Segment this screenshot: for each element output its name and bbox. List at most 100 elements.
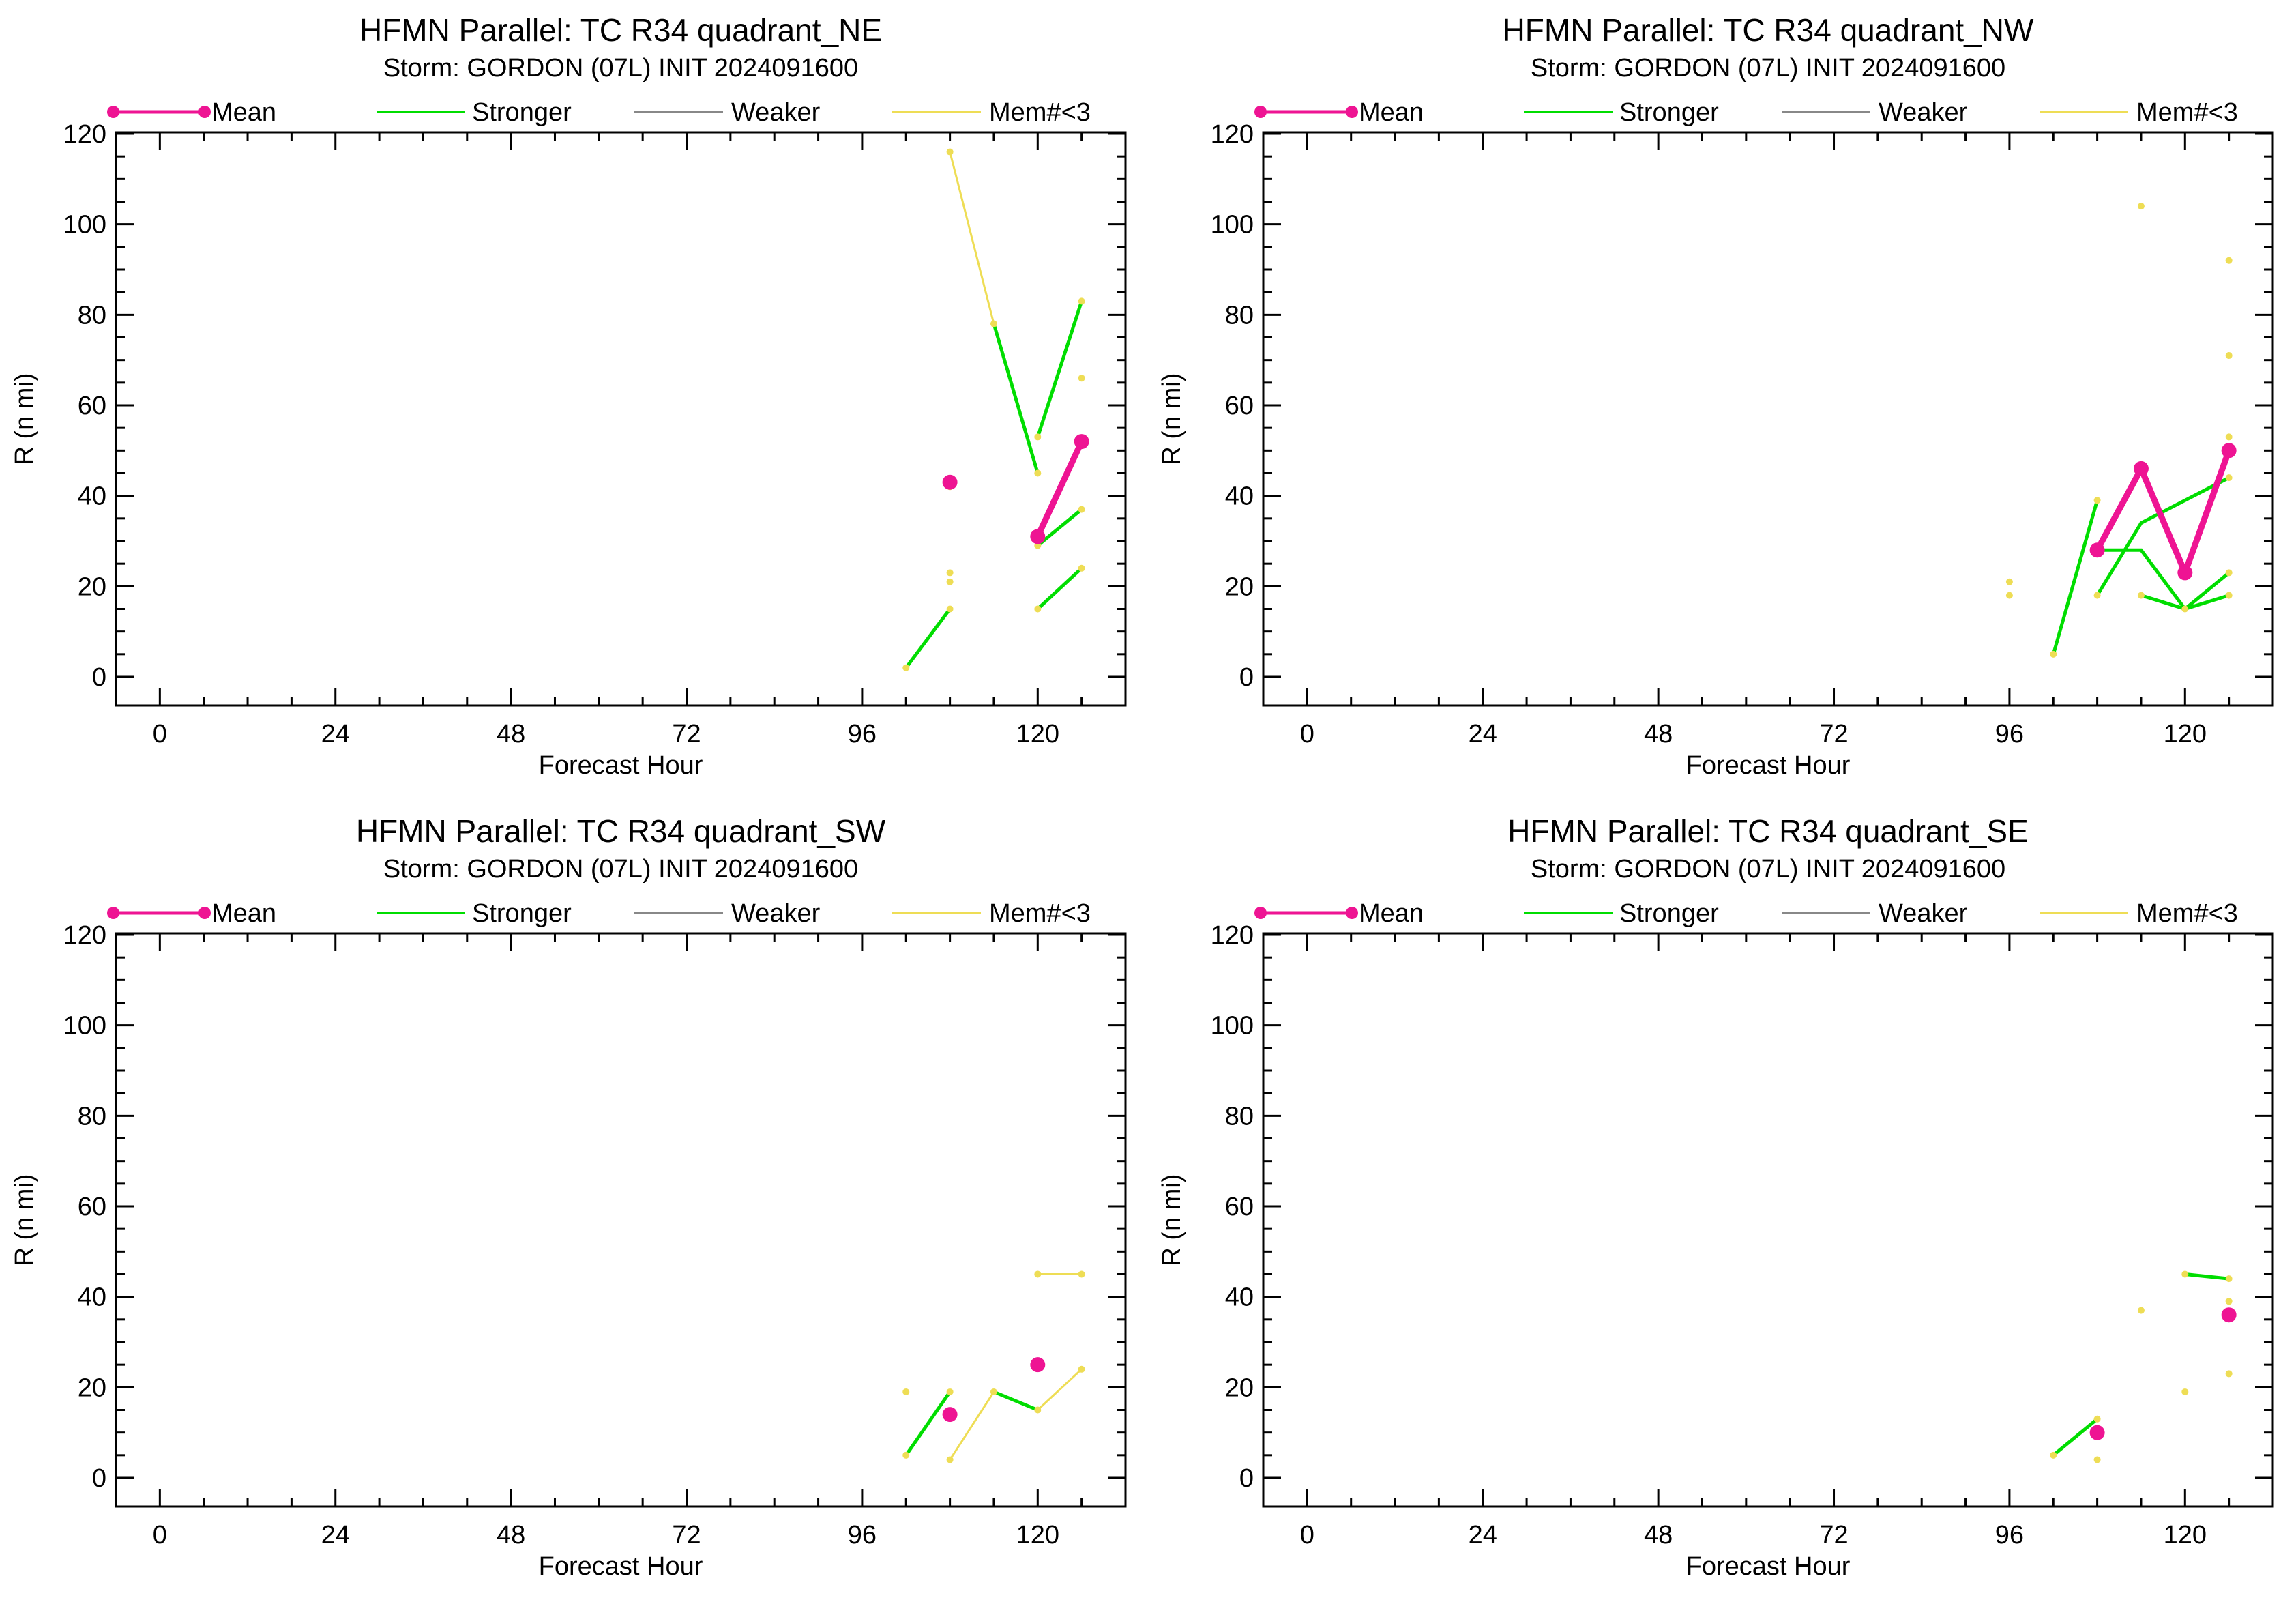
y-tick-label: 40 bbox=[78, 482, 106, 511]
x-tick-label: 72 bbox=[1819, 720, 1848, 748]
y-tick-label: 100 bbox=[1211, 1012, 1254, 1040]
stronger-series-line bbox=[2097, 548, 2231, 612]
x-tick-label: 0 bbox=[153, 720, 167, 748]
x-tick-label: 72 bbox=[672, 720, 701, 748]
x-tick-label: 24 bbox=[1469, 720, 1497, 748]
y-axis: 0 20 40 60 80 100 120 R (n mi) bbox=[1158, 921, 2273, 1493]
mem-point bbox=[946, 1388, 954, 1395]
x-tick-label: 24 bbox=[321, 720, 350, 748]
legend-stronger-label: Stronger bbox=[1619, 899, 1719, 928]
y-axis: 0 20 40 60 80 100 120 R (n mi) bbox=[10, 921, 1125, 1493]
y-tick-label: 20 bbox=[1225, 1373, 1254, 1402]
legend-mem-label: Mem#<3 bbox=[989, 98, 1091, 127]
y-axis-label: R (n mi) bbox=[1158, 1174, 1186, 1266]
y-tick-label: 60 bbox=[78, 1193, 106, 1221]
x-axis: 0 24 48 72 96 120 Forecast Hour bbox=[153, 933, 1083, 1581]
mem-point bbox=[1034, 1270, 1042, 1278]
x-axis-label: Forecast Hour bbox=[1686, 751, 1851, 780]
legend: Mean Stronger Weaker Mem#<3 bbox=[1254, 899, 2238, 928]
chart-panel: HFMN Parallel: TC R34 quadrant_SE Storm: … bbox=[1158, 813, 2274, 1581]
mem-point bbox=[946, 578, 954, 585]
plot-frame bbox=[115, 131, 1127, 707]
y-tick-label: 60 bbox=[1225, 1193, 1254, 1221]
x-tick-label: 72 bbox=[1819, 1521, 1848, 1549]
x-tick-label: 96 bbox=[848, 1521, 877, 1549]
mean-series-line bbox=[2094, 449, 2232, 581]
y-axis: 0 20 40 60 80 100 120 R (n mi) bbox=[10, 120, 1125, 692]
stronger-series-line bbox=[2052, 1417, 2099, 1457]
mem-point bbox=[2225, 474, 2233, 482]
mem-point bbox=[2181, 1270, 2189, 1278]
mem-point bbox=[1034, 1406, 1042, 1414]
x-tick-label: 96 bbox=[848, 720, 877, 748]
mean-point bbox=[1030, 529, 1046, 544]
mean-point bbox=[2089, 1425, 2105, 1440]
legend-mean-label: Mean bbox=[211, 899, 276, 928]
mem-series-line bbox=[1037, 1368, 1083, 1411]
legend-mean-label: Mean bbox=[1359, 899, 1424, 928]
legend: Mean Stronger Weaker Mem#<3 bbox=[107, 899, 1091, 928]
mean-point bbox=[2133, 461, 2149, 476]
legend-mean-marker bbox=[198, 907, 211, 919]
mem-point bbox=[2005, 578, 2013, 585]
legend-mean-marker bbox=[107, 907, 119, 919]
mem-point bbox=[1078, 1365, 1085, 1373]
y-tick-label: 80 bbox=[1225, 301, 1254, 330]
x-tick-label: 48 bbox=[497, 1521, 525, 1549]
mem-point bbox=[2225, 433, 2233, 441]
y-tick-label: 20 bbox=[78, 572, 106, 601]
x-tick-label: 120 bbox=[2164, 1521, 2207, 1549]
mem-point bbox=[946, 1456, 954, 1463]
legend-weaker-label: Weaker bbox=[731, 98, 821, 127]
x-tick-label: 48 bbox=[497, 720, 525, 748]
mean-point bbox=[2177, 565, 2193, 581]
x-tick-label: 0 bbox=[1300, 1521, 1314, 1549]
mem-point bbox=[1078, 564, 1085, 572]
x-axis-label: Forecast Hour bbox=[539, 751, 703, 780]
stronger-series-line bbox=[993, 1390, 1039, 1412]
y-tick-label: 120 bbox=[63, 921, 106, 950]
y-tick-label: 60 bbox=[78, 392, 106, 420]
stronger-series-line bbox=[2051, 499, 2100, 655]
x-tick-label: 0 bbox=[153, 1521, 167, 1549]
y-tick-label: 120 bbox=[1211, 120, 1254, 149]
mem-point bbox=[946, 569, 954, 577]
chart-subtitle: Storm: GORDON (07L) INIT 2024091600 bbox=[1531, 855, 2005, 884]
stronger-series-line bbox=[2095, 476, 2230, 596]
legend-weaker-label: Weaker bbox=[731, 899, 821, 928]
chart-subtitle: Storm: GORDON (07L) INIT 2024091600 bbox=[383, 54, 858, 83]
x-tick-label: 48 bbox=[1644, 1521, 1673, 1549]
legend-mean-marker bbox=[1254, 907, 1267, 919]
mem-point bbox=[2137, 1307, 2145, 1314]
x-axis-label: Forecast Hour bbox=[1686, 1552, 1851, 1581]
chart-panel: HFMN Parallel: TC R34 quadrant_SW Storm: … bbox=[10, 813, 1127, 1581]
legend-mean-marker bbox=[1346, 106, 1358, 118]
legend-mean-marker bbox=[107, 106, 119, 118]
mem-point bbox=[2225, 1298, 2233, 1305]
legend-mem-label: Mem#<3 bbox=[989, 899, 1091, 928]
chart-panel: HFMN Parallel: TC R34 quadrant_NE Storm: … bbox=[10, 12, 1127, 780]
mean-point bbox=[1030, 1357, 1046, 1373]
mem-point bbox=[2137, 592, 2145, 599]
stronger-series-line bbox=[1036, 566, 1083, 611]
y-tick-label: 0 bbox=[1239, 663, 1254, 692]
plot-frame bbox=[115, 932, 1127, 1508]
mem-point bbox=[1078, 1270, 1085, 1278]
y-tick-label: 120 bbox=[63, 120, 106, 149]
mem-point bbox=[2137, 203, 2145, 210]
mem-point bbox=[2093, 592, 2101, 599]
y-tick-label: 40 bbox=[1225, 482, 1254, 511]
y-tick-label: 100 bbox=[63, 1012, 106, 1040]
y-tick-label: 100 bbox=[1211, 211, 1254, 239]
series-group bbox=[902, 1270, 1085, 1463]
mem-point bbox=[1034, 605, 1042, 613]
mem-point bbox=[902, 1388, 910, 1395]
mem-series-line bbox=[949, 151, 995, 324]
mem-point bbox=[1078, 297, 1085, 305]
legend-stronger-label: Stronger bbox=[472, 98, 572, 127]
y-axis-label: R (n mi) bbox=[1158, 373, 1186, 465]
mem-point bbox=[1034, 433, 1042, 441]
mem-point bbox=[946, 605, 954, 613]
y-tick-label: 0 bbox=[92, 663, 106, 692]
y-tick-label: 80 bbox=[78, 1102, 106, 1131]
